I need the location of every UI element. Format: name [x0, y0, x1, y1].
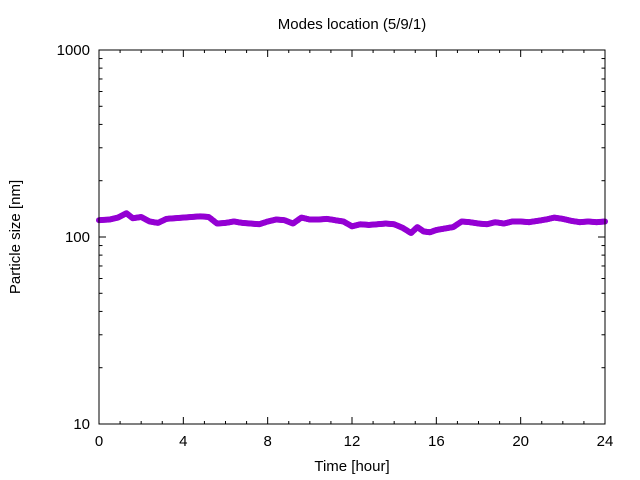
plot-frame: [98, 49, 606, 425]
x-tick-label: 8: [263, 433, 271, 450]
y-tick-label: 10: [73, 416, 90, 433]
axis-ticks: [98, 49, 606, 425]
x-tick-label: 12: [344, 433, 361, 450]
y-axis-label: Particle size [nm]: [7, 180, 24, 294]
y-tick-label: 1000: [57, 42, 90, 59]
chart-title: Modes location (5/9/1): [278, 16, 426, 33]
tick-labels: 0 4 8 12 16 20 24 10 100 1000: [57, 42, 614, 450]
x-tick-label: 16: [428, 433, 445, 450]
x-axis-label: Time [hour]: [314, 458, 389, 475]
x-tick-label: 24: [597, 433, 614, 450]
x-tick-label: 20: [512, 433, 529, 450]
x-tick-label: 0: [95, 433, 103, 450]
data-points: [96, 210, 608, 237]
y-tick-label: 100: [65, 229, 90, 246]
x-tick-label: 4: [179, 433, 187, 450]
